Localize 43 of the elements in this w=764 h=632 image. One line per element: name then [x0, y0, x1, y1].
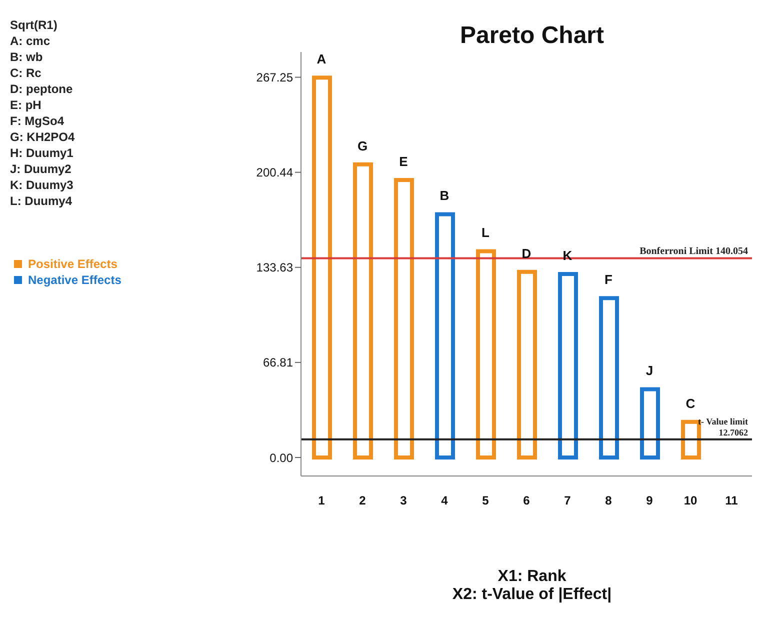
annotation: C	[686, 396, 696, 411]
annotation: E	[399, 154, 408, 170]
chart-title: Pareto Chart	[458, 22, 606, 50]
text: C: Rc	[10, 66, 42, 82]
text: K: Duumy3	[10, 178, 74, 194]
x-tick-label: 10	[684, 494, 698, 508]
x-tick-label: 3	[400, 494, 408, 508]
annotation: A	[316, 52, 327, 67]
y-tick-label: 267.25	[256, 70, 294, 85]
x-axis-title: X1: Rank X2: t-Value of |Effect|	[451, 568, 613, 604]
text: J: Duumy2	[10, 162, 72, 178]
x-tick-label: 2	[359, 494, 366, 508]
x-tick-label: 9	[646, 494, 654, 508]
x-tick-label: 5	[482, 494, 490, 508]
legend-label: Negative Effects	[27, 272, 122, 288]
text: E: pH	[10, 98, 42, 114]
text: D: peptone	[10, 82, 74, 98]
x-tick-label: 7	[564, 494, 572, 508]
ref-line-label: t- Value limit 12.7062	[698, 416, 748, 438]
y-tick-label: 133.63	[256, 260, 294, 275]
ref-line-label: Bonferroni Limit 140.054	[640, 246, 748, 258]
x-tick-label: 6	[523, 494, 530, 508]
annotation: D	[522, 246, 532, 261]
annotation: B	[440, 188, 450, 204]
x-tick-label: 8	[605, 494, 612, 508]
text: G: KH2PO4	[10, 130, 75, 146]
x-tick-label: 11	[725, 494, 738, 508]
text: A: cmc	[10, 34, 52, 50]
x-tick-label: 4	[441, 494, 448, 508]
y-tick-label: 0.00	[270, 450, 294, 465]
x-tick-label: 1	[318, 494, 326, 508]
y-tick-label: 66.81	[262, 356, 294, 370]
y-tick-label: 200.44	[256, 166, 294, 180]
annotation: G	[357, 138, 368, 154]
text: F: MgSo4	[10, 114, 65, 130]
text: Sqrt(R1)	[10, 18, 58, 34]
text: L: Duumy4	[10, 194, 74, 210]
text: H: Duumy1	[10, 146, 74, 162]
annotation: L	[482, 225, 490, 240]
annotation: J	[646, 363, 654, 378]
legend-label: Positive Effects	[27, 256, 118, 272]
annotation: F	[604, 272, 613, 288]
text: B: wb	[10, 50, 44, 66]
